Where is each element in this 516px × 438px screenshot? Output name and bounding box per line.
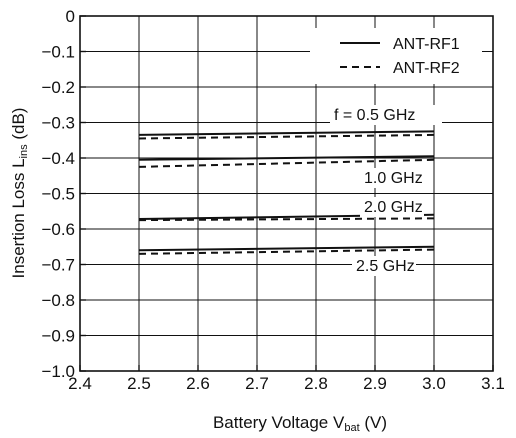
plot-frame (79, 15, 494, 372)
annotation-2-0ghz: 2.0 GHz (364, 199, 423, 216)
annotation-bg-0-5ghz (330, 105, 442, 125)
x-tick-label: 2.5 (127, 374, 151, 393)
series-lines (138, 130, 435, 255)
x-tick-labels: 2.4 2.5 2.6 2.7 2.8 2.9 3.0 3.1 (68, 374, 505, 393)
series-line-0-5-ghz-solid (138, 130, 435, 136)
x-axis-title-sub: bat (344, 422, 359, 434)
annotation-bg-1-0ghz (360, 168, 424, 188)
series-line-2-5-ghz-solid (138, 245, 435, 252)
y-tick-label: −0.8 (41, 291, 75, 310)
y-tick-label: −0.7 (41, 256, 75, 275)
x-tick-label: 2.9 (363, 374, 387, 393)
y-tick-label: −0.5 (41, 185, 75, 204)
y-tick-labels: 0 −0.1 −0.2 −0.3 −0.4 −0.5 −0.6 −0.7 −0.8 −0.9 −1.… (41, 7, 75, 381)
x-tick-label: 3.1 (481, 374, 505, 393)
y-tick-label: −0.3 (41, 114, 75, 133)
y-axis-title: Insertion Loss Lins (dB) (9, 108, 30, 279)
legend-label-ant-rf1: ANT-RF1 (393, 36, 460, 53)
annotation-bg-2-0ghz (360, 197, 424, 217)
annotation-0-5ghz: f = 0.5 GHz (334, 107, 415, 124)
y-tick-label: −1.0 (41, 362, 75, 381)
legend-box (310, 28, 482, 84)
x-tick-label: 2.6 (186, 374, 210, 393)
y-axis-title-main: Insertion Loss L (9, 158, 28, 278)
y-axis-title-unit: (dB) (9, 108, 28, 145)
y-tick-label: −0.1 (41, 43, 75, 62)
series-line-1-0-ghz-dashed (138, 158, 435, 168)
x-tick-label: 2.7 (245, 374, 269, 393)
series-line-2-0-ghz-dashed (138, 217, 435, 222)
y-tick-label: −0.9 (41, 327, 75, 346)
legend: ANT-RF1 ANT-RF2 (310, 28, 482, 84)
y-axis-title-sub: ins (18, 144, 30, 159)
x-axis-title-main: Battery Voltage V (213, 413, 345, 432)
series-line-2-5-ghz-dashed (138, 248, 435, 255)
y-tick-label: −0.4 (41, 149, 75, 168)
x-axis-title-unit: (V) (360, 413, 387, 432)
legend-label-ant-rf2: ANT-RF2 (393, 60, 460, 77)
x-tick-label: 2.8 (304, 374, 328, 393)
y-tick-label: 0 (66, 7, 75, 26)
frequency-annotations: f = 0.5 GHz 1.0 GHz 2.0 GHz 2.5 GHz (330, 105, 442, 276)
series-line-0-5-ghz-dashed (138, 133, 435, 140)
annotation-bg-2-5ghz (352, 256, 416, 276)
x-axis-title: Battery Voltage Vbat (V) (213, 413, 387, 434)
y-tick-label: −0.6 (41, 220, 75, 239)
series-line-1-0-ghz-solid (138, 155, 435, 161)
x-tick-label: 3.0 (422, 374, 446, 393)
x-tick-label: 2.4 (68, 374, 92, 393)
annotation-1-0ghz: 1.0 GHz (364, 170, 423, 187)
y-tick-label: −0.2 (41, 78, 75, 97)
annotation-2-5ghz: 2.5 GHz (356, 258, 415, 275)
